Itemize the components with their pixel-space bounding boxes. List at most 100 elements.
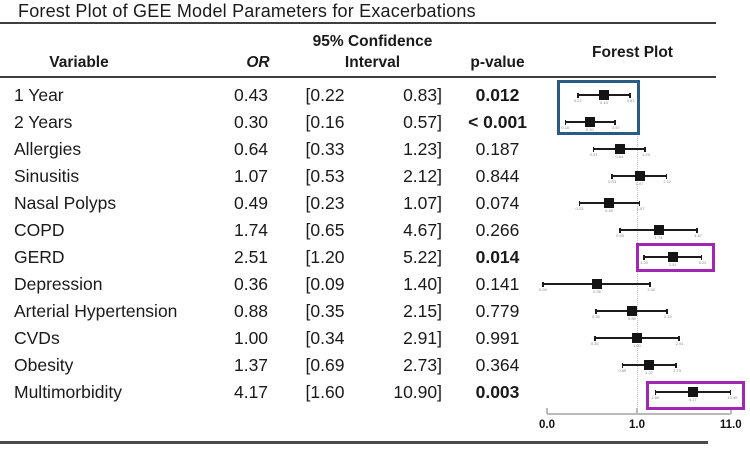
ci-cap-low: [577, 92, 579, 98]
row-variable: Allergies: [14, 138, 82, 159]
ci-high-micro-label: 5.22: [698, 260, 707, 265]
column-header-ci-line2: Interval: [344, 54, 401, 71]
ci-high-micro-label: 10.90: [727, 395, 738, 400]
or-marker: [599, 90, 609, 100]
or-marker: [644, 360, 655, 370]
row-p-value: 0.364: [475, 354, 520, 375]
or-micro-label: 1.07: [635, 181, 644, 186]
or-micro-label: 1.00: [633, 343, 641, 348]
row-p-value: < 0.001: [468, 111, 527, 132]
ci-low-micro-label: 0.16: [561, 125, 570, 130]
ci-cap-low: [594, 335, 596, 341]
x-axis-line: [547, 413, 731, 415]
ci-cap-high: [614, 119, 616, 125]
row-p-value: 0.014: [475, 246, 520, 267]
figure-title: Forest Plot of GEE Model Parameters for …: [18, 1, 476, 21]
table-row: Arterial Hypertension 0.88 [0.35 2.15] 0…: [0, 298, 545, 325]
row-ci-low: [0.69: [305, 354, 345, 375]
highlight-box-blue-years: [557, 80, 640, 135]
row-or: 1.74: [233, 219, 269, 240]
row-ci-high: 1.23]: [403, 138, 442, 159]
or-micro-label: 1.37: [645, 370, 654, 375]
row-ci-low: [1.20: [305, 246, 345, 267]
ci-low-micro-label: 0.22: [573, 98, 582, 103]
highlight-box-purple-gerd: [636, 243, 715, 272]
row-ci-high: 10.90]: [393, 381, 442, 402]
table-row: Allergies 0.64 [0.33 1.23] 0.187: [0, 136, 545, 163]
ci-low-micro-label: 0.23: [575, 206, 584, 211]
or-micro-label: 4.17: [688, 397, 697, 402]
header-rule: [0, 76, 716, 78]
row-p-value: 0.074: [475, 192, 520, 213]
ci-cap-high: [649, 281, 651, 287]
ci-cap-high: [675, 362, 678, 368]
row-or: 0.36: [233, 273, 269, 294]
or-marker: [653, 225, 664, 235]
row-variable: 1 Year: [14, 84, 64, 105]
ci-cap-low: [595, 308, 597, 314]
row-ci-low: [1.60: [305, 381, 345, 402]
row-p-value: 0.991: [475, 327, 520, 348]
row-ci-high: 0.83]: [403, 84, 442, 105]
or-micro-label: 1.74: [654, 235, 663, 240]
ci-cap-high: [666, 308, 668, 314]
ci-low-micro-label: 1.60: [651, 395, 660, 400]
row-ci-high: 2.73]: [403, 354, 442, 375]
ci-high-micro-label: 2.91: [675, 341, 684, 346]
x-axis-tick: [729, 408, 732, 414]
row-p-value: 0.187: [475, 138, 520, 159]
row-variable: Arterial Hypertension: [14, 300, 178, 321]
row-variable: Multimorbidity: [14, 381, 122, 402]
ci-cap-high: [700, 254, 703, 260]
row-ci-high: 1.07]: [403, 192, 442, 213]
ci-cap-high: [665, 173, 668, 179]
ci-low-micro-label: 0.53: [608, 179, 616, 184]
or-micro-label: 0.36: [593, 289, 601, 294]
or-micro-label: 2.51: [668, 262, 677, 267]
row-ci-high: 5.22]: [403, 246, 442, 267]
table-row: Obesity 1.37 [0.69 2.73] 0.364: [0, 352, 545, 379]
or-marker: [584, 117, 595, 127]
row-p-value: 0.779: [475, 300, 520, 321]
ci-high-micro-label: 1.07: [636, 206, 645, 211]
ci-low-micro-label: 0.69: [618, 368, 627, 373]
ci-high-micro-label: 4.67: [694, 233, 703, 238]
row-ci-high: 4.67]: [403, 219, 442, 240]
x-axis-tick-label: 11.0: [719, 419, 742, 431]
table-row: Sinusitis 1.07 [0.53 2.12] 0.844: [0, 163, 545, 190]
ci-cap-low: [643, 254, 645, 260]
ci-high-micro-label: 1.40: [647, 287, 655, 292]
row-or: 0.64: [233, 138, 269, 159]
column-header-forest-plot: Forest Plot: [592, 44, 673, 61]
highlight-box-purple-multimorbidity: [646, 381, 745, 410]
ci-cap-low: [564, 119, 567, 125]
ci-cap-high: [638, 200, 641, 206]
ci-cap-high: [644, 146, 646, 152]
ci-high-micro-label: 1.23: [642, 152, 650, 157]
ci-cap-low: [611, 173, 613, 179]
row-ci-low: [0.33: [305, 138, 345, 159]
row-or: 0.88: [233, 300, 269, 321]
ci-cap-low: [578, 200, 581, 206]
table-row: COPD 1.74 [0.65 4.67] 0.266: [0, 217, 545, 244]
row-or: 0.49: [233, 192, 269, 213]
row-ci-low: [0.22: [305, 84, 345, 105]
row-or: 1.37: [233, 354, 269, 375]
row-ci-high: 2.12]: [403, 165, 442, 186]
bottom-rule: [0, 441, 708, 444]
row-p-value: 0.003: [475, 381, 520, 402]
column-header-p-value: p-value: [470, 54, 525, 71]
row-p-value: 0.141: [475, 273, 520, 294]
row-variable: 2 Years: [14, 111, 73, 132]
or-marker: [592, 279, 603, 289]
row-variable: Depression: [14, 273, 103, 294]
row-ci-low: [0.53: [305, 165, 345, 186]
ci-low-micro-label: 0.33: [589, 152, 598, 157]
x-axis-tick: [636, 408, 638, 414]
ci-low-micro-label: 0.35: [591, 314, 600, 319]
row-or: 0.30: [233, 111, 269, 132]
table-row: Depression 0.36 [0.09 1.40] 0.141: [0, 271, 545, 298]
ci-cap-low: [542, 281, 544, 287]
